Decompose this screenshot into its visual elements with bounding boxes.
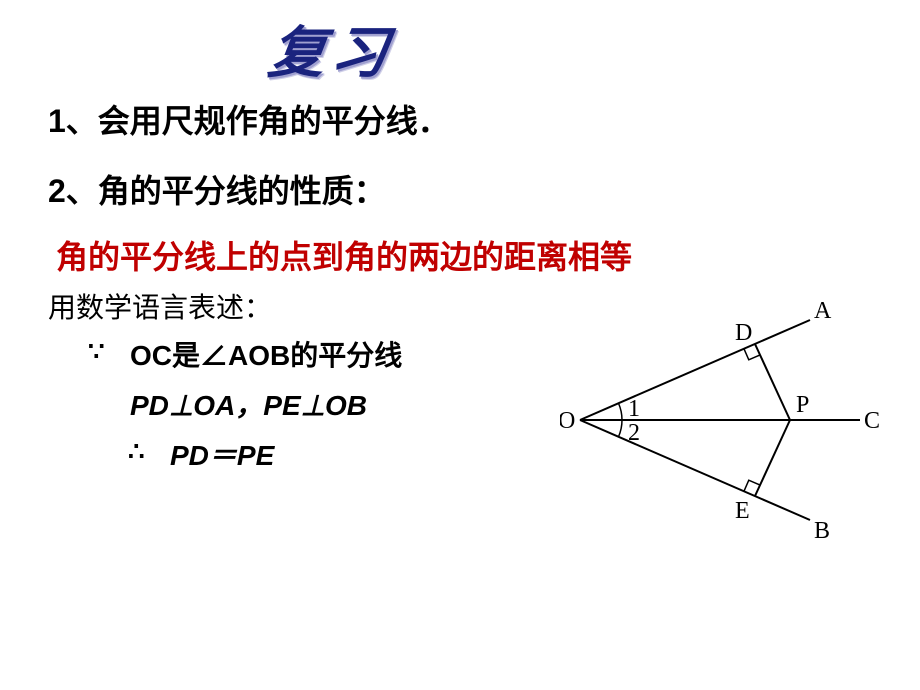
math-language-label: 用数学语言表述： [48,286,272,326]
svg-text:B: B [814,518,830,544]
because-symbol: ∵ [88,336,105,367]
theorem-text: 角的平分线上的点到角的两边的距离相等 [56,232,632,278]
point-2: 2、角的平分线的性质： [48,166,386,212]
premise-2: PD⊥OA，PE⊥OB [130,384,367,424]
conclusion: PD＝PE [170,434,274,474]
svg-text:O: O [560,408,575,434]
point-1: 1、会用尺规作角的平分线． [48,96,450,142]
header-title: 复习 [264,8,399,89]
svg-text:A: A [814,298,832,324]
svg-text:C: C [864,408,880,434]
therefore-symbol: ∴ [128,436,145,467]
premise-1: OC是∠AOB的平分线 [130,334,402,374]
svg-text:D: D [735,320,752,346]
svg-text:1: 1 [628,396,640,422]
svg-text:2: 2 [628,420,640,446]
svg-text:P: P [796,392,809,418]
svg-text:E: E [735,498,750,524]
angle-bisector-diagram: A B C O P D E 12 [560,290,880,550]
